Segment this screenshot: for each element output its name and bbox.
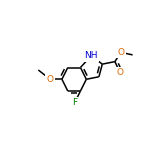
Text: O: O — [116, 68, 123, 77]
Text: O: O — [117, 48, 124, 57]
Text: F: F — [72, 98, 77, 107]
Text: O: O — [47, 75, 54, 84]
Text: NH: NH — [85, 51, 98, 60]
